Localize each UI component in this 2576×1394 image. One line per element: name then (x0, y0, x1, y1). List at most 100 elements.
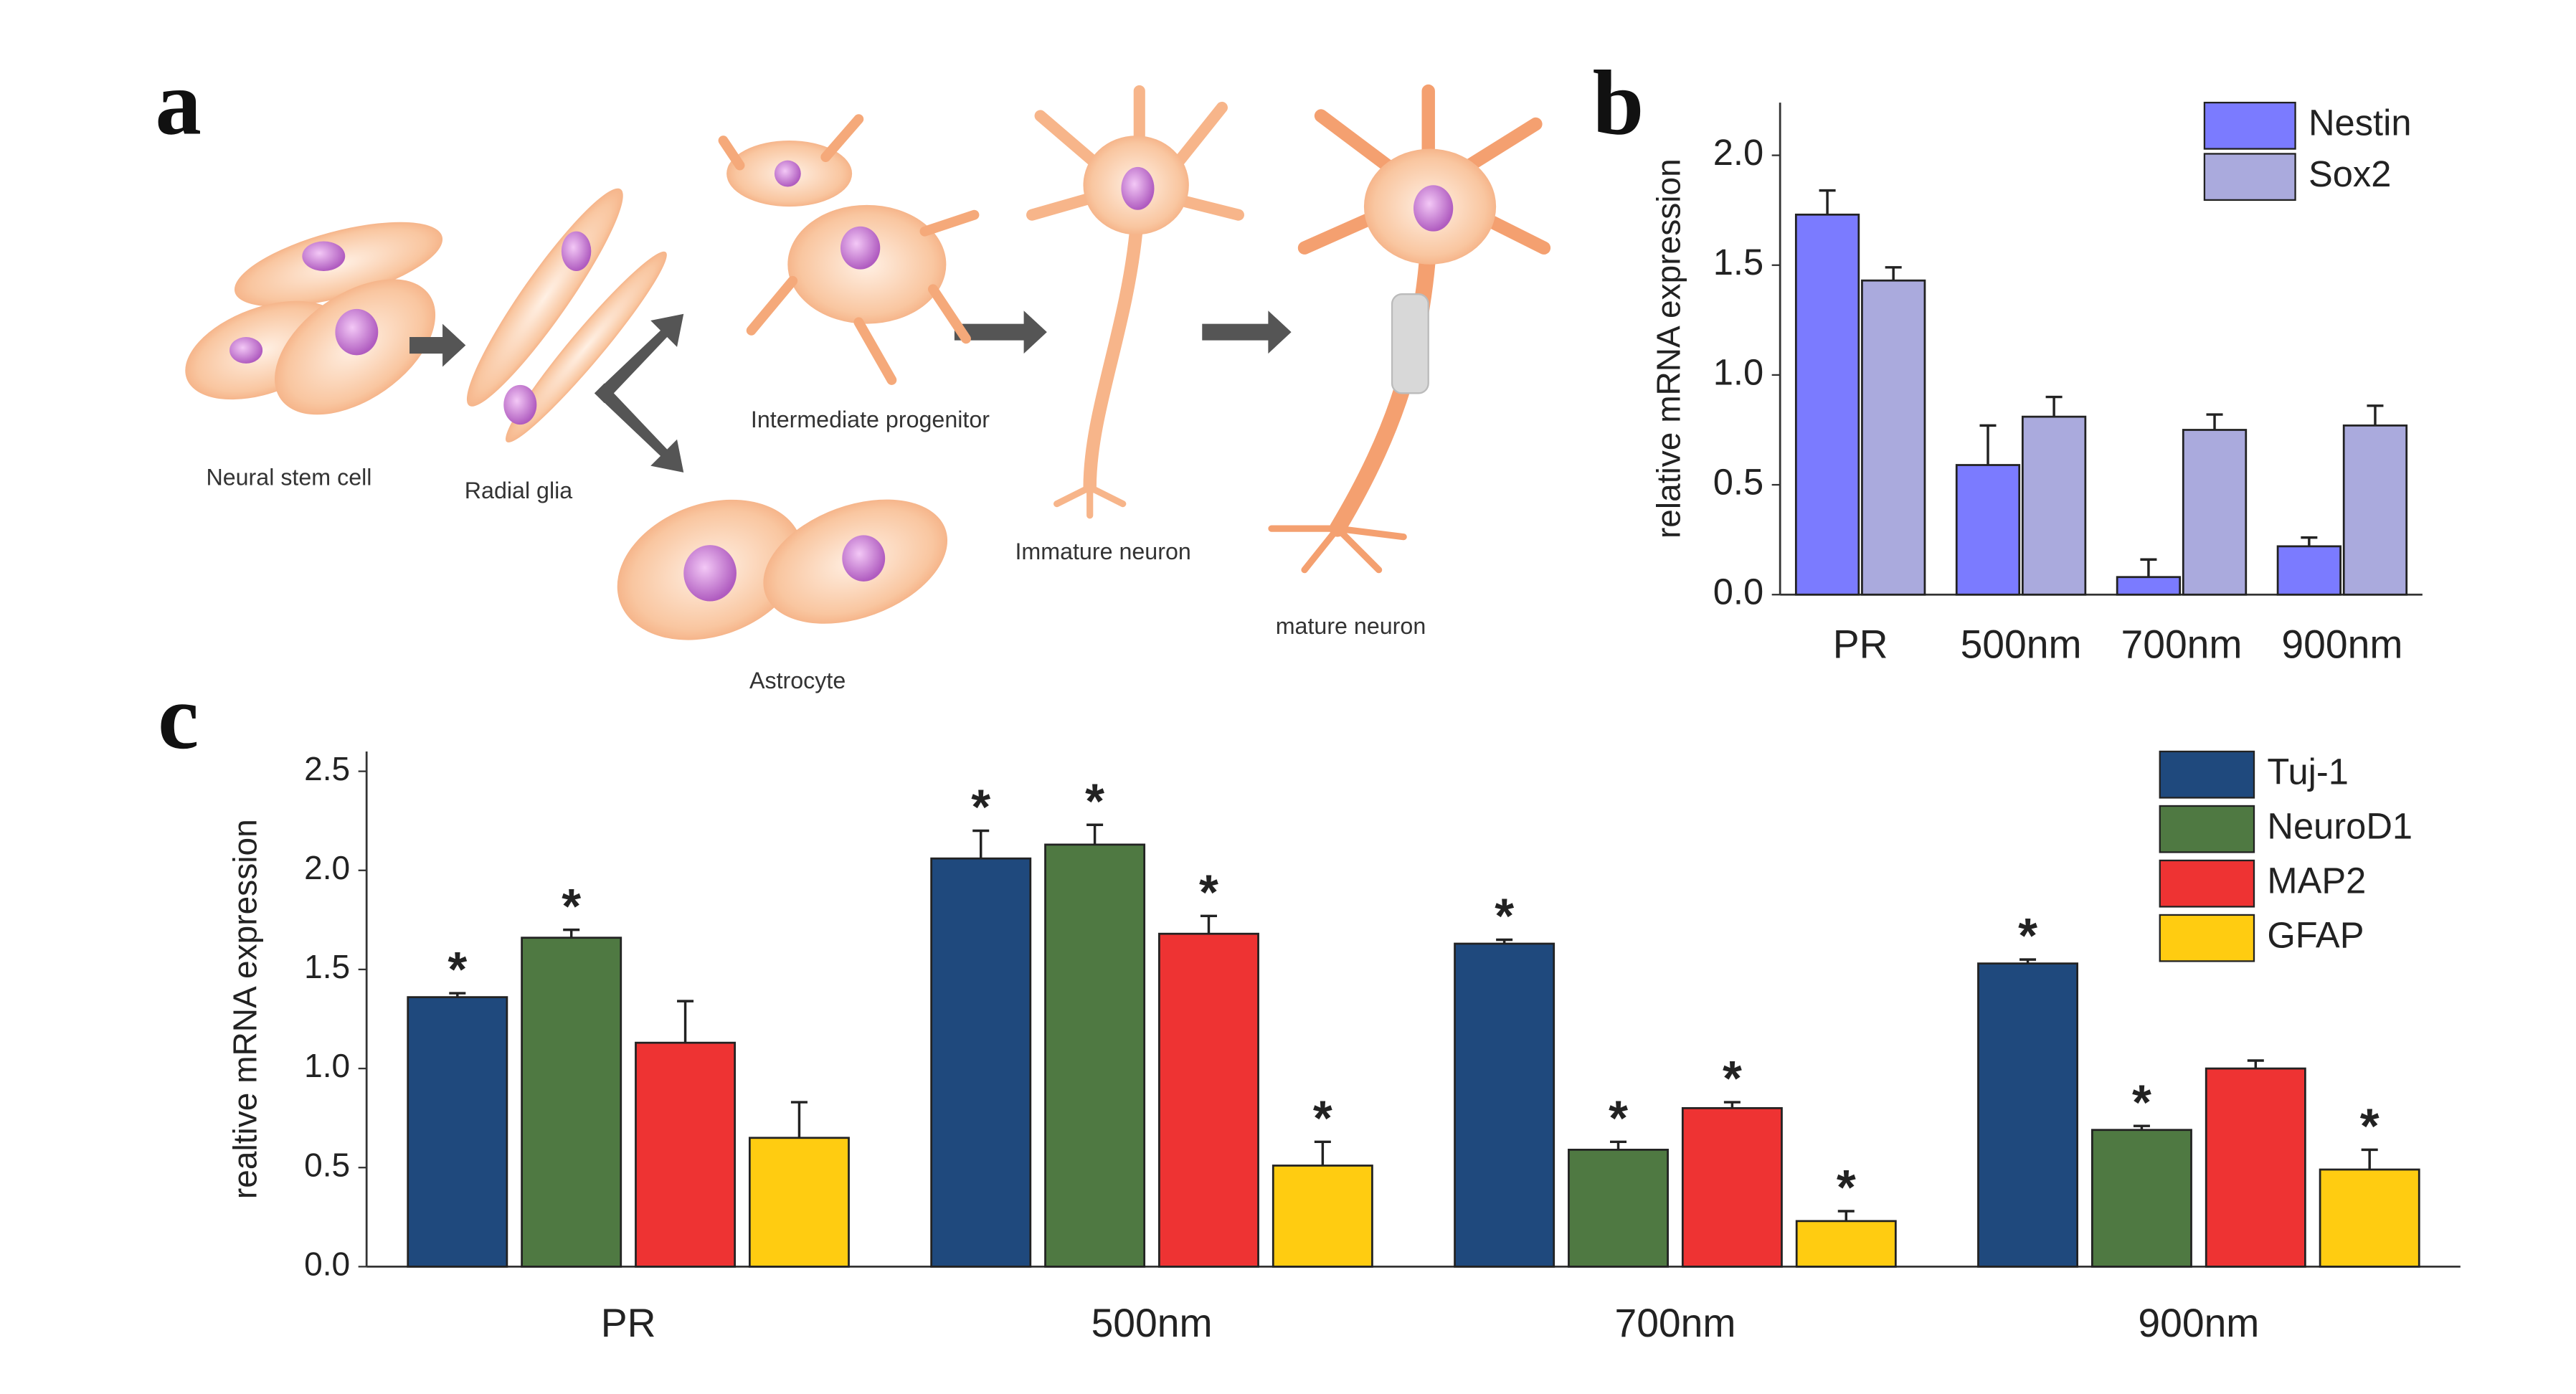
error-bar (2133, 1124, 2150, 1130)
legend-swatch (2159, 914, 2255, 962)
nucleus (774, 160, 801, 187)
nucleus (335, 308, 379, 356)
y-tick-label: 1.0 (1713, 351, 1763, 392)
significance-mark: * (1199, 864, 1218, 920)
x-tick-label: 700nm (1614, 1301, 1736, 1345)
error-bar (2140, 558, 2157, 577)
bar (2021, 415, 2087, 596)
significance-mark: * (2360, 1098, 2380, 1154)
error-bar (2367, 404, 2384, 426)
significance-mark: * (2132, 1074, 2151, 1130)
legend-label: NeuroD1 (2267, 806, 2412, 847)
diagram-label: Neural stem cell (206, 465, 371, 490)
panel-label: c (158, 665, 199, 768)
neuron (1026, 85, 1244, 519)
error-bar (1496, 938, 1513, 944)
y-tick-label: 1.5 (1713, 242, 1763, 283)
bar (1158, 932, 1259, 1268)
bar (1454, 942, 1555, 1268)
bar (2276, 545, 2341, 596)
error-bar (2019, 958, 2037, 964)
legend-label: MAP2 (2267, 860, 2366, 901)
bar (407, 996, 508, 1268)
bar (1794, 213, 1860, 596)
error-bar (1819, 189, 1836, 215)
error-bar (2301, 536, 2318, 546)
error-bar (2045, 395, 2063, 417)
y-tick-label: 0.0 (1713, 572, 1763, 612)
legend-label: GFAP (2267, 915, 2364, 956)
bar (1044, 843, 1146, 1268)
significance-mark: * (971, 779, 990, 835)
bar (2090, 1129, 2192, 1268)
significance-mark: * (1723, 1051, 1742, 1106)
significance-mark: * (562, 878, 581, 934)
error-bar (677, 1000, 694, 1043)
error-bar (1610, 1140, 1627, 1150)
nucleus (302, 241, 346, 271)
y-tick-label: 0.5 (1713, 461, 1763, 502)
neuron (1268, 84, 1551, 574)
legend: Tuj-1 NeuroD1 MAP2 GFAP (2159, 750, 2412, 962)
error-bar (1314, 1140, 1331, 1166)
error-bar (790, 1101, 808, 1138)
error-bar (1723, 1101, 1741, 1109)
significance-mark: * (1837, 1160, 1856, 1215)
bar (748, 1137, 850, 1268)
error-bar (1837, 1210, 1855, 1221)
arrow (594, 383, 684, 473)
error-bar (1086, 823, 1104, 845)
x-tick-label: PR (1833, 622, 1888, 667)
arrow (594, 313, 684, 404)
error-bar (1200, 914, 1217, 934)
bar (2342, 424, 2408, 596)
panel-label: a (155, 51, 201, 153)
bar (1795, 1220, 1897, 1268)
error-bar (563, 928, 580, 938)
bar (1977, 962, 2079, 1268)
x-tick-label: PR (601, 1301, 656, 1345)
nucleus (1413, 185, 1454, 232)
arrows (409, 310, 1292, 473)
bar (521, 937, 622, 1268)
y-tick-label: 2.0 (1713, 132, 1763, 173)
panel-label: b (1593, 51, 1644, 153)
nucleus (842, 535, 886, 582)
bar (2319, 1168, 2420, 1268)
bar (2205, 1067, 2306, 1268)
diagram-label: Immature neuron (1015, 539, 1190, 564)
x-tick-label: 700nm (2121, 622, 2243, 667)
legend-label: Tuj-1 (2267, 751, 2349, 792)
legend-label: Nestin (2309, 103, 2412, 143)
diagram-label: Astrocyte (749, 668, 846, 693)
bar (2116, 576, 2182, 596)
error-bar (1885, 266, 1902, 281)
significance-mark: * (1495, 888, 1514, 944)
cell (506, 251, 667, 442)
diagram-label: mature neuron (1276, 613, 1426, 639)
significance-mark: * (448, 942, 467, 997)
diagram-label: Intermediate progenitor (751, 407, 990, 432)
error-bar (2361, 1148, 2378, 1170)
significance-mark: * (1609, 1090, 1628, 1146)
nucleus (229, 337, 263, 364)
y-tick-label: 0.5 (304, 1146, 350, 1183)
legend-label: Sox2 (2309, 153, 2391, 194)
legend-swatch (2203, 153, 2296, 201)
arrow (1202, 310, 1292, 354)
y-axis-label: relative mRNA expression (1649, 158, 1687, 539)
significance-mark: * (1085, 773, 1104, 829)
x-tick-label: 500nm (1961, 622, 2082, 667)
bar (1272, 1165, 1373, 1268)
y-axis-label: realtive mRNA expression (227, 819, 264, 1199)
bar (1681, 1106, 1783, 1268)
error-bar (449, 992, 466, 997)
processes (718, 114, 980, 385)
arrow (954, 310, 1047, 354)
nucleus (840, 226, 881, 270)
bar (930, 857, 1032, 1268)
error-bar (2206, 413, 2223, 430)
myelin (1391, 293, 1429, 394)
bar (2182, 429, 2248, 596)
